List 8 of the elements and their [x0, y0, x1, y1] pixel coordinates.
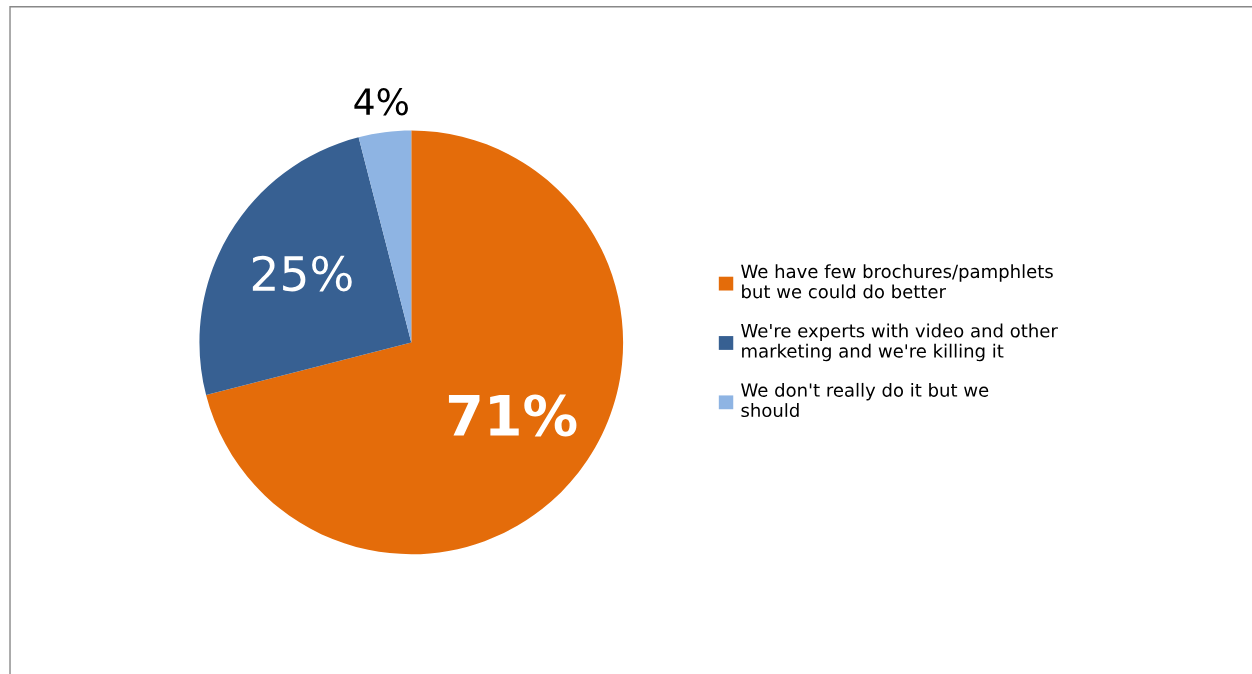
data-label: 4% [354, 88, 408, 116]
legend-label: We have few brochures/pamphlets but we could do better [741, 264, 1053, 299]
data-label: 25% [252, 255, 352, 292]
data-label: 71% [448, 394, 577, 437]
legend-label: We don't really do it but we should [741, 382, 989, 418]
pie-slice [199, 137, 412, 396]
pie-slice [206, 130, 624, 555]
legend-label: We're experts with video and other marketing and we're killing it [741, 323, 1058, 362]
